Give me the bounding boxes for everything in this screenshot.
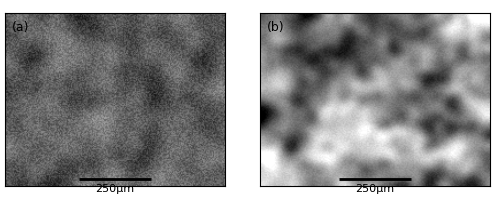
Text: (a): (a) <box>12 21 29 34</box>
Text: 250μm: 250μm <box>356 184 395 194</box>
Text: 250μm: 250μm <box>96 184 134 194</box>
Text: (b): (b) <box>267 21 284 34</box>
